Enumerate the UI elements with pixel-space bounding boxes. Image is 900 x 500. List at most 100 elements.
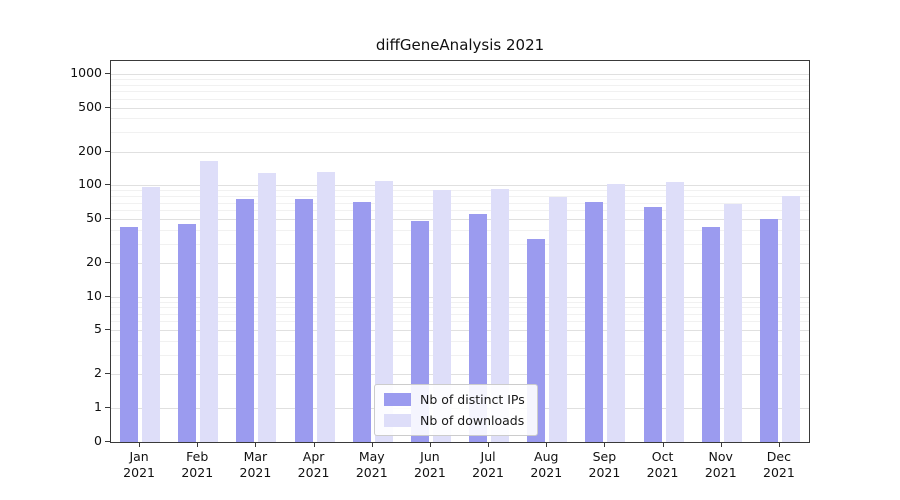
y-tick-mark <box>105 295 110 297</box>
y-tick-label: 1 <box>94 399 102 414</box>
bar-nb-of-downloads <box>491 188 510 442</box>
y-tick-mark <box>105 106 110 108</box>
bar-nb-of-distinct-ips <box>120 227 139 442</box>
legend-item-downloads: Nb of downloads <box>384 413 525 428</box>
bar-nb-of-distinct-ips <box>759 218 778 442</box>
gridline-major <box>111 185 809 187</box>
y-tick-label: 200 <box>78 142 102 158</box>
y-tick-mark <box>105 262 110 264</box>
bar-nb-of-distinct-ips <box>352 201 371 442</box>
bar-nb-of-downloads <box>781 196 800 442</box>
x-tick-mark <box>662 443 664 447</box>
y-tick-label: 0 <box>94 433 102 448</box>
bar-nb-of-distinct-ips <box>643 206 662 442</box>
gridline-minor <box>111 98 809 100</box>
x-tick-mark <box>429 443 431 447</box>
gridline-minor <box>111 229 809 231</box>
gridline-minor <box>111 196 809 198</box>
bar-nb-of-downloads <box>200 161 219 442</box>
gridline-major <box>111 151 809 153</box>
gridline-major <box>111 218 809 220</box>
legend-label-distinct-ips: Nb of distinct IPs <box>420 392 525 407</box>
x-tick-label: Jan 2021 <box>123 449 155 481</box>
bar-nb-of-downloads <box>316 171 335 442</box>
bar-nb-of-distinct-ips <box>701 227 720 442</box>
gridline-minor <box>111 132 809 134</box>
bar-nb-of-distinct-ips <box>178 223 197 442</box>
bar-nb-of-downloads <box>258 172 277 442</box>
gridline-major <box>111 74 809 75</box>
y-tick-label: 500 <box>78 98 102 114</box>
gridline-major <box>111 330 809 332</box>
gridline-minor <box>111 354 809 356</box>
bar-nb-of-distinct-ips <box>236 198 255 442</box>
legend-swatch-downloads <box>384 414 411 427</box>
y-tick-label: 10 <box>86 287 102 303</box>
y-tick-mark <box>105 407 110 408</box>
gridline-minor <box>111 313 809 315</box>
x-tick-label: Apr 2021 <box>297 449 330 481</box>
y-tick-mark <box>105 373 110 375</box>
y-tick-mark <box>105 329 110 331</box>
bar-nb-of-downloads <box>607 184 626 442</box>
x-tick-label: Sep 2021 <box>588 449 621 481</box>
gridline-minor <box>111 210 809 212</box>
gridline-minor <box>111 301 809 303</box>
bar-nb-of-downloads <box>142 186 161 442</box>
y-tick-mark <box>105 441 110 442</box>
x-tick-label: Jul 2021 <box>472 449 504 481</box>
x-tick-label: Dec 2021 <box>763 449 795 481</box>
bar-nb-of-distinct-ips <box>294 199 313 442</box>
x-tick-label: Oct 2021 <box>646 449 679 481</box>
gridline-minor <box>111 321 809 323</box>
gridline-major <box>111 296 809 298</box>
gridline-minor <box>111 91 809 93</box>
x-tick-label: May 2021 <box>355 449 388 481</box>
y-tick-label: 100 <box>78 176 102 192</box>
x-tick-mark <box>604 443 606 447</box>
x-tick-mark <box>720 443 722 447</box>
x-tick-label: Feb 2021 <box>181 449 214 481</box>
gridline-minor <box>111 202 809 204</box>
y-tick-mark <box>105 150 110 152</box>
bar-nb-of-distinct-ips <box>585 201 604 442</box>
gridline-minor <box>111 79 809 81</box>
legend: Nb of distinct IPs Nb of downloads <box>374 384 538 436</box>
y-tick-label: 20 <box>86 254 102 270</box>
bar-nb-of-downloads <box>665 182 684 442</box>
x-tick-label: Nov 2021 <box>704 449 737 481</box>
x-tick-mark <box>139 443 141 447</box>
bar-nb-of-downloads <box>432 189 451 442</box>
bar-nb-of-downloads <box>549 197 568 442</box>
x-tick-mark <box>313 443 315 447</box>
x-tick-mark <box>197 443 199 447</box>
x-tick-label: Jun 2021 <box>414 449 446 481</box>
bar-nb-of-downloads <box>374 180 393 442</box>
x-tick-mark <box>488 443 490 447</box>
y-tick-mark <box>105 73 110 74</box>
gridline-minor <box>111 340 809 342</box>
y-tick-label: 5 <box>94 321 102 337</box>
gridline-major <box>111 107 809 109</box>
gridline-minor <box>111 243 809 245</box>
gridline-minor <box>111 118 809 120</box>
gridline-minor <box>111 84 809 86</box>
x-tick-mark <box>778 443 780 447</box>
legend-swatch-distinct-ips <box>384 393 411 406</box>
x-tick-label: Mar 2021 <box>239 449 272 481</box>
y-tick-mark <box>105 217 110 219</box>
x-tick-label: Aug 2021 <box>530 449 563 481</box>
plot-area: Nb of distinct IPs Nb of downloads <box>110 60 810 443</box>
legend-item-distinct-ips: Nb of distinct IPs <box>384 392 525 407</box>
x-tick-mark <box>546 443 548 447</box>
x-tick-mark <box>371 443 373 447</box>
y-tick-label: 2 <box>94 365 102 381</box>
bar-nb-of-downloads <box>723 203 742 442</box>
gridline-minor <box>111 307 809 309</box>
y-tick-label: 50 <box>86 209 102 225</box>
y-tick-mark <box>105 184 110 186</box>
gridline-major <box>111 374 809 376</box>
chart-title: diffGeneAnalysis 2021 <box>375 36 545 54</box>
x-tick-mark <box>255 443 257 447</box>
